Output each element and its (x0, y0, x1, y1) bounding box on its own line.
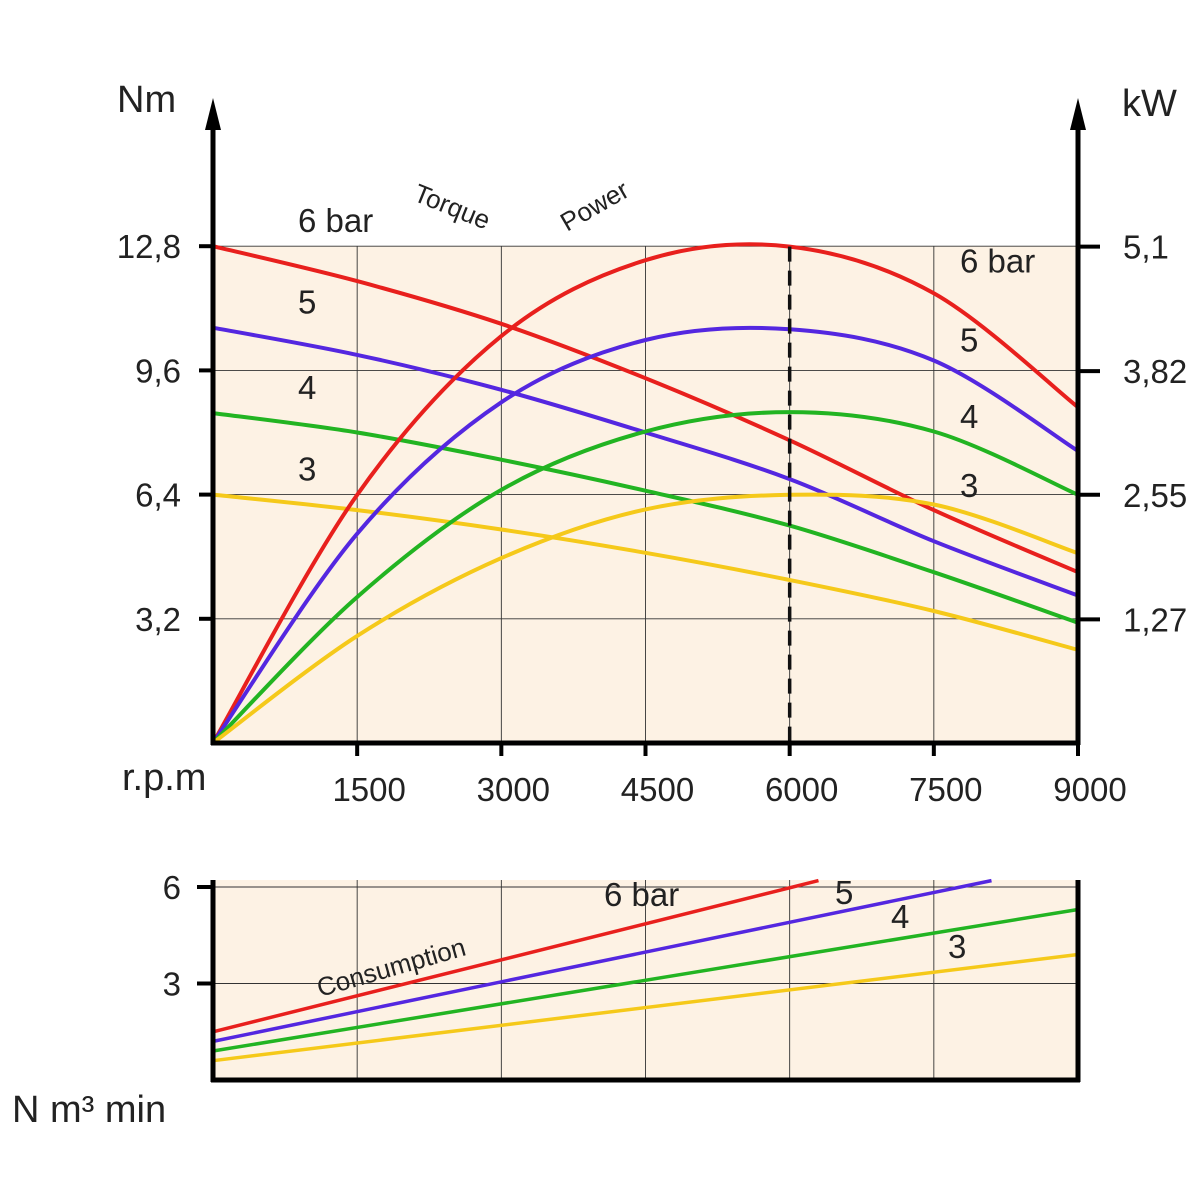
torque-series-label: 3 (298, 451, 316, 488)
y-right-unit-label: kW (1122, 83, 1177, 125)
consumption-series-label: 6 bar (604, 876, 679, 913)
consumption-unit-label: N m³ min (12, 1089, 166, 1131)
torque-line (211, 244, 1080, 575)
main-ticks: 1500 3000 4500 6000 7500 9000 3,2 6,4 9,6 12,8 1,2… (117, 228, 1187, 808)
main-curves (211, 242, 1080, 745)
y-right-tick-label: 5,1 (1123, 229, 1169, 266)
consumption-series-label: 3 (948, 928, 966, 965)
x-tick-label: 1500 (332, 771, 405, 808)
consumption-series-label: 5 (835, 874, 853, 911)
power-line (211, 242, 1080, 745)
y-right-axis-arrow (1070, 98, 1086, 130)
y-left-tick-label: 6,4 (135, 477, 181, 514)
consumption-y-tick-label: 3 (163, 966, 181, 1003)
power-series-label: 5 (960, 321, 978, 358)
power-line (211, 410, 1080, 745)
consumption-series-label: 4 (891, 898, 909, 935)
x-tick-label: 4500 (621, 771, 694, 808)
y-right-tick-label: 3,82 (1123, 353, 1187, 390)
x-tick-label: 7500 (909, 771, 982, 808)
y-left-tick-label: 3,2 (135, 601, 181, 638)
power-series-label: 6 bar (960, 243, 1035, 280)
consumption-line (212, 907, 1079, 1053)
torque-series-label: 6 bar (298, 202, 373, 239)
torque-line (211, 492, 1080, 652)
power-line (211, 325, 1080, 745)
consumption-axes (210, 880, 1081, 1083)
torque-annotation: Torque (410, 178, 495, 236)
power-series-labels: 6 bar 5 4 3 (960, 243, 1035, 504)
consumption-line (212, 878, 819, 1034)
x-tick-label: 6000 (765, 771, 838, 808)
x-tick-label: 3000 (477, 771, 550, 808)
consumption-line (212, 878, 992, 1044)
x-unit-label: r.p.m (122, 757, 206, 799)
consumption-line (212, 952, 1079, 1063)
y-left-unit-label: Nm (117, 79, 176, 121)
power-series-label: 3 (960, 467, 978, 504)
torque-line (211, 411, 1080, 625)
consumption-ticks: 36 (163, 869, 213, 1003)
x-tick-label: 9000 (1053, 771, 1126, 808)
consumption-curves (212, 878, 1079, 1063)
torque-series-labels: 6 bar 5 4 3 (298, 202, 373, 487)
torque-series-label: 5 (298, 284, 316, 321)
y-left-axis-arrow (205, 98, 221, 130)
consumption-series-labels: 6 bar 5 4 3 (604, 874, 966, 965)
torque-series-label: 4 (298, 369, 316, 406)
y-right-tick-label: 2,55 (1123, 477, 1187, 514)
power-line (211, 492, 1080, 745)
y-right-tick-label: 1,27 (1123, 601, 1187, 638)
power-annotation: Power (555, 174, 634, 237)
y-left-tick-label: 9,6 (135, 352, 181, 389)
y-left-tick-label: 12,8 (117, 228, 181, 265)
consumption-y-tick-label: 6 (163, 869, 181, 906)
power-series-label: 4 (960, 398, 978, 435)
